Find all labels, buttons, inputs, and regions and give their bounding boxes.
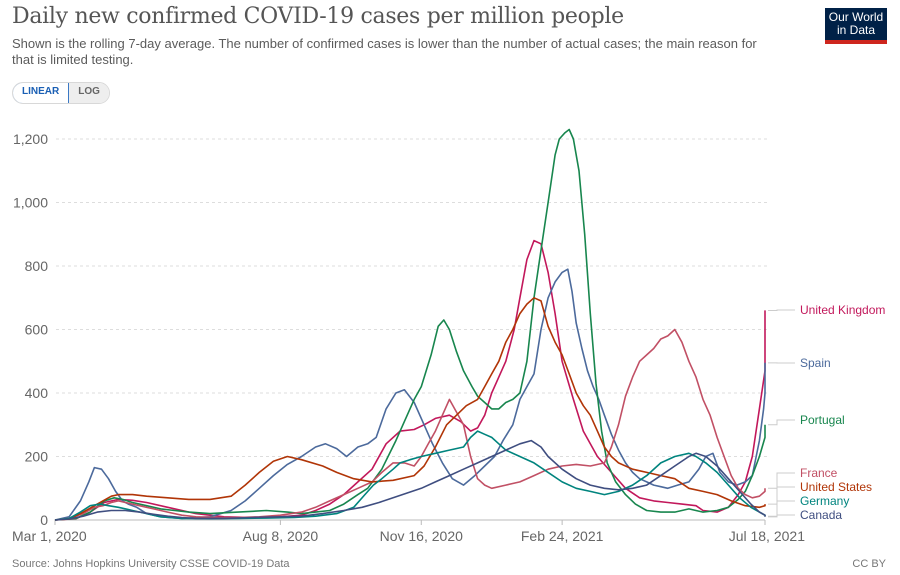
legend-connector <box>768 500 795 517</box>
x-tick-label: Aug 8, 2020 <box>243 528 319 544</box>
legend-label-spain[interactable]: Spain <box>800 356 831 370</box>
owid-logo[interactable]: Our World in Data <box>825 8 887 44</box>
x-tick-label: Feb 24, 2021 <box>521 528 604 544</box>
legend-label-united-states[interactable]: United States <box>800 480 872 494</box>
legend-connector <box>768 514 795 518</box>
legend-label-france[interactable]: France <box>800 466 838 480</box>
gridlines <box>56 138 770 457</box>
legend-connector <box>768 472 795 489</box>
series-line-spain[interactable] <box>54 268 766 521</box>
logo-line-2: in Data <box>836 23 876 37</box>
y-tick-label: 200 <box>25 449 49 465</box>
legend-connector <box>768 419 795 426</box>
chart-title: Daily new confirmed COVID-19 cases per m… <box>12 4 624 29</box>
y-tick-label: 1,000 <box>13 195 48 211</box>
series-line-united-states[interactable] <box>54 296 766 521</box>
y-tick-label: 800 <box>25 258 49 274</box>
legend-label-germany[interactable]: Germany <box>800 494 849 508</box>
series-line-portugal[interactable] <box>54 128 766 521</box>
series-line-france[interactable] <box>54 328 766 521</box>
legend: United Kingdom Spain Portugal FranceUnited … <box>768 303 885 522</box>
log-scale-button[interactable]: LOG <box>69 83 109 103</box>
series-line-germany[interactable] <box>54 430 766 521</box>
y-tick-label: 1,200 <box>13 131 48 147</box>
legend-label-portugal[interactable]: Portugal <box>800 413 845 427</box>
license-label[interactable]: CC BY <box>852 558 886 570</box>
y-tick-label: 600 <box>25 322 49 338</box>
linear-scale-button[interactable]: LINEAR <box>12 83 70 103</box>
y-tick-label: 400 <box>25 385 49 401</box>
source-note[interactable]: Source: Johns Hopkins University CSSE CO… <box>12 558 290 570</box>
x-tick-label: Jul 18, 2021 <box>729 528 805 544</box>
logo-line-1: Our World <box>828 10 884 24</box>
y-tick-label: 0 <box>40 512 48 528</box>
x-tick-label: Nov 16, 2020 <box>380 528 463 544</box>
legend-connector <box>768 486 795 505</box>
scale-toggle: LINEAR LOG <box>12 82 110 104</box>
x-axis: Mar 1, 2020 Aug 8, 2020 Nov 16, 2020 Feb 24… <box>12 519 805 544</box>
legend-label-united-kingdom[interactable]: United Kingdom <box>800 303 885 317</box>
y-axis-ticks: 0 200 400 600 800 1,000 1,200 <box>13 131 48 528</box>
x-tick-label: Mar 1, 2020 <box>12 528 87 544</box>
series-lines <box>54 128 766 521</box>
series-line-canada[interactable] <box>54 439 766 521</box>
chart-subtitle: Shown is the rolling 7-day average. The … <box>12 36 757 67</box>
legend-label-canada[interactable]: Canada <box>800 508 842 522</box>
